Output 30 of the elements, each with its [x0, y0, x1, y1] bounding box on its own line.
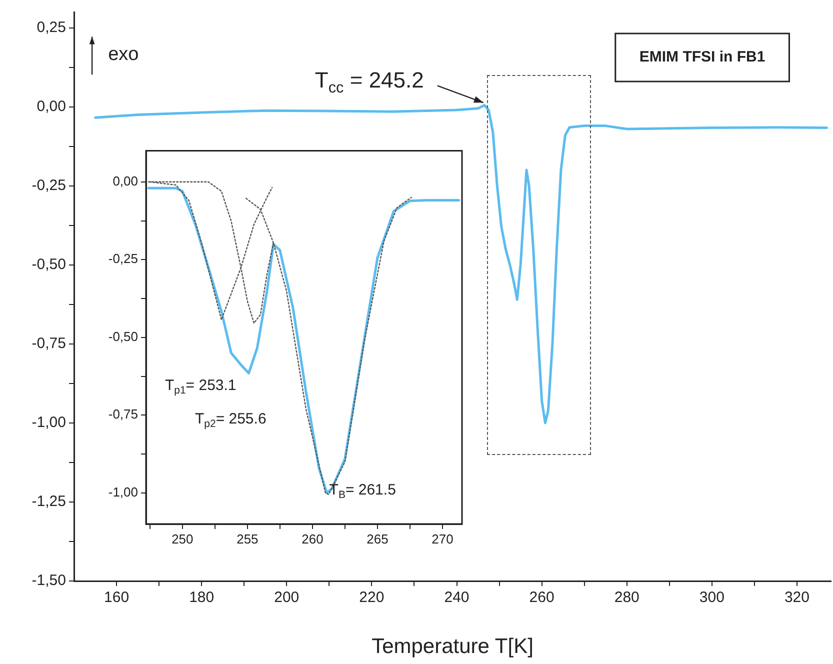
y-tick-label: -1,50 [32, 572, 66, 590]
x-tick-label: 160 [104, 589, 130, 606]
x-tick-label: 260 [302, 531, 324, 546]
y-tick-label: -1,25 [32, 493, 66, 510]
y-tick-label: -0,75 [108, 406, 138, 422]
x-axis-title: Temperature T[K] [372, 635, 534, 658]
y-tick-label: 0,25 [36, 18, 66, 36]
x-tick-label: 260 [529, 589, 554, 606]
y-tick-label: -0,25 [32, 177, 66, 194]
x-tick-label: 200 [274, 589, 300, 606]
x-tick-label: 280 [614, 589, 640, 606]
annotation: exo [108, 44, 139, 65]
x-tick-label: 270 [432, 531, 454, 546]
x-tick-label: 240 [444, 589, 470, 606]
y-tick-label: -0,50 [32, 256, 66, 274]
x-tick-label: 300 [699, 589, 724, 606]
x-tick-label: 180 [189, 589, 214, 606]
y-tick-label: 0,00 [36, 98, 66, 115]
annotation: EMIM TFSI in FB1 [639, 48, 766, 66]
x-tick-label: 255 [236, 531, 258, 546]
y-tick-label: -1,00 [32, 414, 66, 432]
y-tick-label: -0,25 [108, 251, 138, 266]
y-tick-label: -1,00 [108, 484, 138, 500]
y-tick-label: 0,00 [112, 173, 138, 188]
x-tick-label: 250 [172, 531, 194, 546]
y-tick-label: -0,50 [108, 328, 138, 344]
x-tick-label: 320 [784, 589, 810, 606]
y-tick-label: -0,75 [32, 335, 66, 352]
x-tick-label: 265 [366, 531, 388, 546]
x-tick-label: 220 [359, 589, 384, 606]
